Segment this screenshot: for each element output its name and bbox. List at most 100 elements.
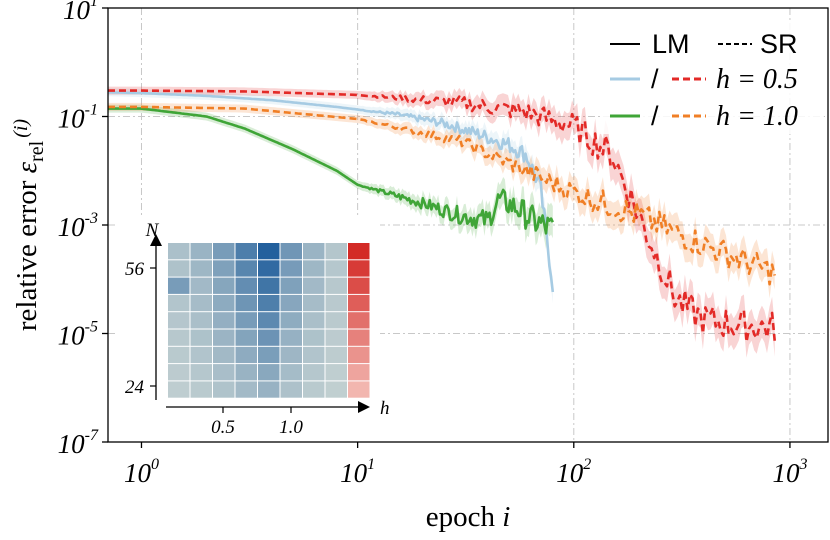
x-tick-label-3: 103 xyxy=(772,456,807,488)
heatmap-cell xyxy=(325,364,347,381)
heatmap-cell xyxy=(258,364,280,381)
heatmap-cell xyxy=(168,243,190,260)
x-axis-label-var: i xyxy=(502,501,510,533)
y-tick-exp: -3 xyxy=(85,210,98,227)
heatmap-cell xyxy=(303,329,325,346)
y-axis-label-text: relative error xyxy=(11,180,43,331)
heatmap-cell xyxy=(325,329,347,346)
heatmap-cell xyxy=(280,294,302,312)
heatmap-cell xyxy=(190,243,212,260)
heatmap-cell xyxy=(213,243,235,260)
heatmap-cell xyxy=(168,260,190,277)
x-tick-label-0: 100 xyxy=(124,456,159,488)
inset-heatmap: N h 56 24 0.5 1.0 xyxy=(118,218,390,440)
heatmap-cell xyxy=(213,260,235,277)
heatmap-cell xyxy=(168,294,190,312)
heatmap-cell xyxy=(303,312,325,329)
heatmap-cell xyxy=(325,294,347,312)
y-tick-base: 10 xyxy=(63,0,91,25)
heatmap-cell xyxy=(190,277,212,294)
x-tick-exp: 0 xyxy=(151,456,159,473)
x-tick-exp: 1 xyxy=(367,456,375,473)
heatmap-cell xyxy=(235,329,257,346)
x-tick-label-1: 101 xyxy=(340,456,375,488)
y-tick-exp: -5 xyxy=(85,319,98,336)
legend-h10-label: h = 1.0 xyxy=(716,101,798,132)
heatmap-cell xyxy=(258,346,280,364)
heatmap-cell xyxy=(348,277,370,294)
y-axis-label-sub: rel xyxy=(26,140,48,162)
heatmap-cell xyxy=(168,346,190,364)
heatmap-cell xyxy=(190,294,212,312)
y-axis-label: relative error εrel (i) xyxy=(10,119,48,332)
y-tick-label--7: 10-7 xyxy=(58,427,99,459)
heatmap-cell xyxy=(213,312,235,329)
y-tick-label--3: 10-3 xyxy=(58,210,98,242)
heatmap-cell xyxy=(168,277,190,294)
x-tick-base: 10 xyxy=(340,458,368,488)
heatmap-cell xyxy=(280,277,302,294)
heatmap-cell xyxy=(213,277,235,294)
heatmap-cell xyxy=(348,312,370,329)
heatmap-cell xyxy=(348,364,370,381)
legend-lm-label: LM xyxy=(652,29,690,59)
heatmap-cell xyxy=(190,260,212,277)
heatmap-cell xyxy=(325,381,347,398)
x-axis-label-text: epoch xyxy=(426,501,496,533)
heatmap-cell xyxy=(235,364,257,381)
heatmap-cell xyxy=(303,243,325,260)
y-axis-label-arg: (i) xyxy=(10,119,32,138)
legend-slash-1: / xyxy=(651,64,659,94)
inset-ytick-label-56: 56 xyxy=(125,259,145,280)
heatmap-cell xyxy=(235,381,257,398)
heatmap-cell xyxy=(258,260,280,277)
heatmap-cell xyxy=(213,381,235,398)
inset-cells xyxy=(168,243,370,398)
heatmap-cell xyxy=(325,243,347,260)
x-tick-exp: 3 xyxy=(798,456,807,473)
y-tick-label--1: 10-1 xyxy=(58,102,98,134)
inset-xtick-label-10: 1.0 xyxy=(279,417,303,438)
heatmap-cell xyxy=(280,329,302,346)
heatmap-cell xyxy=(235,312,257,329)
heatmap-cell xyxy=(280,364,302,381)
heatmap-cell xyxy=(325,312,347,329)
heatmap-cell xyxy=(348,381,370,398)
inset-y-arrow xyxy=(150,234,162,246)
inset-x-arrow xyxy=(358,401,370,413)
heatmap-cell xyxy=(190,329,212,346)
x-tick-exp: 2 xyxy=(583,456,591,473)
series-sr-h1 xyxy=(108,105,776,286)
x-tick-base: 10 xyxy=(124,458,152,488)
heatmap-cell xyxy=(348,260,370,277)
heatmap-cell xyxy=(190,312,212,329)
heatmap-cell xyxy=(235,277,257,294)
heatmap-cell xyxy=(280,312,302,329)
heatmap-cell xyxy=(258,243,280,260)
heatmap-cell xyxy=(280,381,302,398)
y-tick-label--5: 10-5 xyxy=(58,319,98,351)
heatmap-cell xyxy=(235,260,257,277)
heatmap-cell xyxy=(303,381,325,398)
heatmap-cell xyxy=(348,329,370,346)
y-tick-label-1: 101 xyxy=(63,0,98,25)
x-tick-base: 10 xyxy=(772,458,800,488)
heatmap-cell xyxy=(258,294,280,312)
heatmap-cell xyxy=(213,346,235,364)
heatmap-cell xyxy=(303,294,325,312)
y-tick-exp: -1 xyxy=(85,102,98,119)
heatmap-cell xyxy=(168,329,190,346)
series-lines xyxy=(107,89,776,344)
legend: LM SR / h = 0.5 / h = 1.0 xyxy=(600,22,824,134)
heatmap-cell xyxy=(213,294,235,312)
heatmap-cell xyxy=(190,364,212,381)
heatmap-cell xyxy=(235,243,257,260)
heatmap-cell xyxy=(235,346,257,364)
series-lm-h1 xyxy=(108,107,554,235)
heatmap-cell xyxy=(325,346,347,364)
heatmap-cell xyxy=(303,277,325,294)
legend-h05-label: h = 0.5 xyxy=(716,64,798,95)
heatmap-cell xyxy=(348,346,370,364)
